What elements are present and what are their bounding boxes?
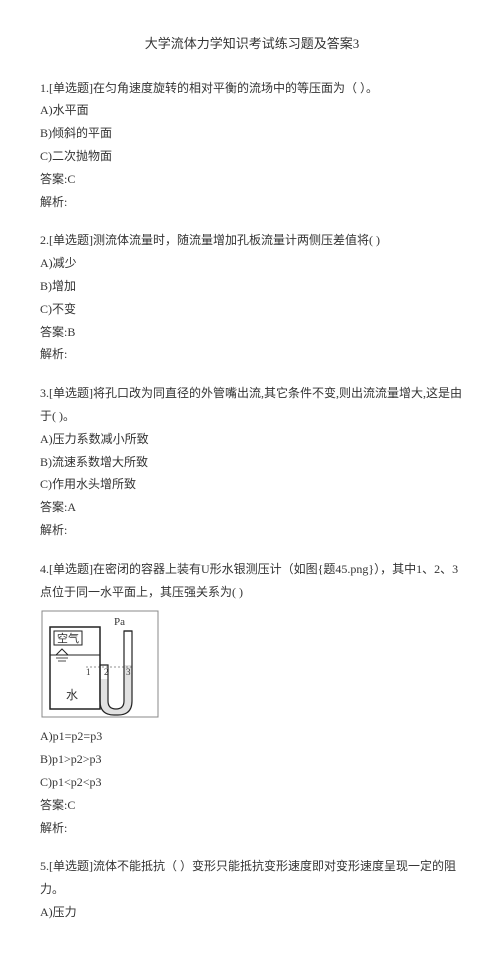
question-2: 2.[单选题]测流体流量时，随流量增加孔板流量计两侧压差值将( ) A)减少 B… bbox=[40, 229, 464, 366]
answer: 答案:C bbox=[40, 794, 464, 817]
answer: 答案:B bbox=[40, 321, 464, 344]
analysis: 解析: bbox=[40, 343, 464, 366]
label-air: 空气 bbox=[57, 631, 79, 645]
page-title: 大学流体力学知识考试练习题及答案3 bbox=[40, 32, 464, 57]
option: B)倾斜的平面 bbox=[40, 122, 464, 145]
option: B)流速系数增大所致 bbox=[40, 451, 464, 474]
question-stem: 1.[单选题]在匀角速度旋转的相对平衡的流场中的等压面为（ ）。 bbox=[40, 77, 464, 100]
option: A)减少 bbox=[40, 252, 464, 275]
question-4: 4.[单选题]在密闭的容器上装有U形水银测压计（如图{题45.png}），其中1… bbox=[40, 558, 464, 840]
option: A)压力 bbox=[40, 901, 464, 924]
option: A)水平面 bbox=[40, 99, 464, 122]
question-stem: 2.[单选题]测流体流量时，随流量增加孔板流量计两侧压差值将( ) bbox=[40, 229, 464, 252]
option: A)p1=p2=p3 bbox=[40, 725, 464, 748]
figure-u-tube: 空气 水 Pa 1 2 3 bbox=[40, 609, 464, 719]
label-pt3: 3 bbox=[126, 667, 131, 677]
question-1: 1.[单选题]在匀角速度旋转的相对平衡的流场中的等压面为（ ）。 A)水平面 B… bbox=[40, 77, 464, 214]
option: C)不变 bbox=[40, 298, 464, 321]
question-stem: 5.[单选题]流体不能抵抗（ ）变形只能抵抗变形速度即对变形速度呈现一定的阻力。 bbox=[40, 855, 464, 901]
option: A)压力系数减小所致 bbox=[40, 428, 464, 451]
label-pt2: 2 bbox=[104, 667, 109, 677]
question-stem: 4.[单选题]在密闭的容器上装有U形水银测压计（如图{题45.png}），其中1… bbox=[40, 558, 464, 604]
question-stem: 3.[单选题]将孔口改为同直径的外管嘴出流,其它条件不变,则出流流量增大,这是由… bbox=[40, 382, 464, 428]
analysis: 解析: bbox=[40, 519, 464, 542]
question-3: 3.[单选题]将孔口改为同直径的外管嘴出流,其它条件不变,则出流流量增大,这是由… bbox=[40, 382, 464, 542]
option: B)增加 bbox=[40, 275, 464, 298]
label-pt1: 1 bbox=[86, 667, 91, 677]
answer: 答案:C bbox=[40, 168, 464, 191]
analysis: 解析: bbox=[40, 817, 464, 840]
option: C)二次抛物面 bbox=[40, 145, 464, 168]
answer: 答案:A bbox=[40, 496, 464, 519]
option: B)p1>p2>p3 bbox=[40, 748, 464, 771]
question-5: 5.[单选题]流体不能抵抗（ ）变形只能抵抗变形速度即对变形速度呈现一定的阻力。… bbox=[40, 855, 464, 923]
analysis: 解析: bbox=[40, 191, 464, 214]
option: C)作用水头增所致 bbox=[40, 473, 464, 496]
label-water: 水 bbox=[66, 688, 78, 702]
option: C)p1<p2<p3 bbox=[40, 771, 464, 794]
label-p0: Pa bbox=[114, 616, 125, 628]
